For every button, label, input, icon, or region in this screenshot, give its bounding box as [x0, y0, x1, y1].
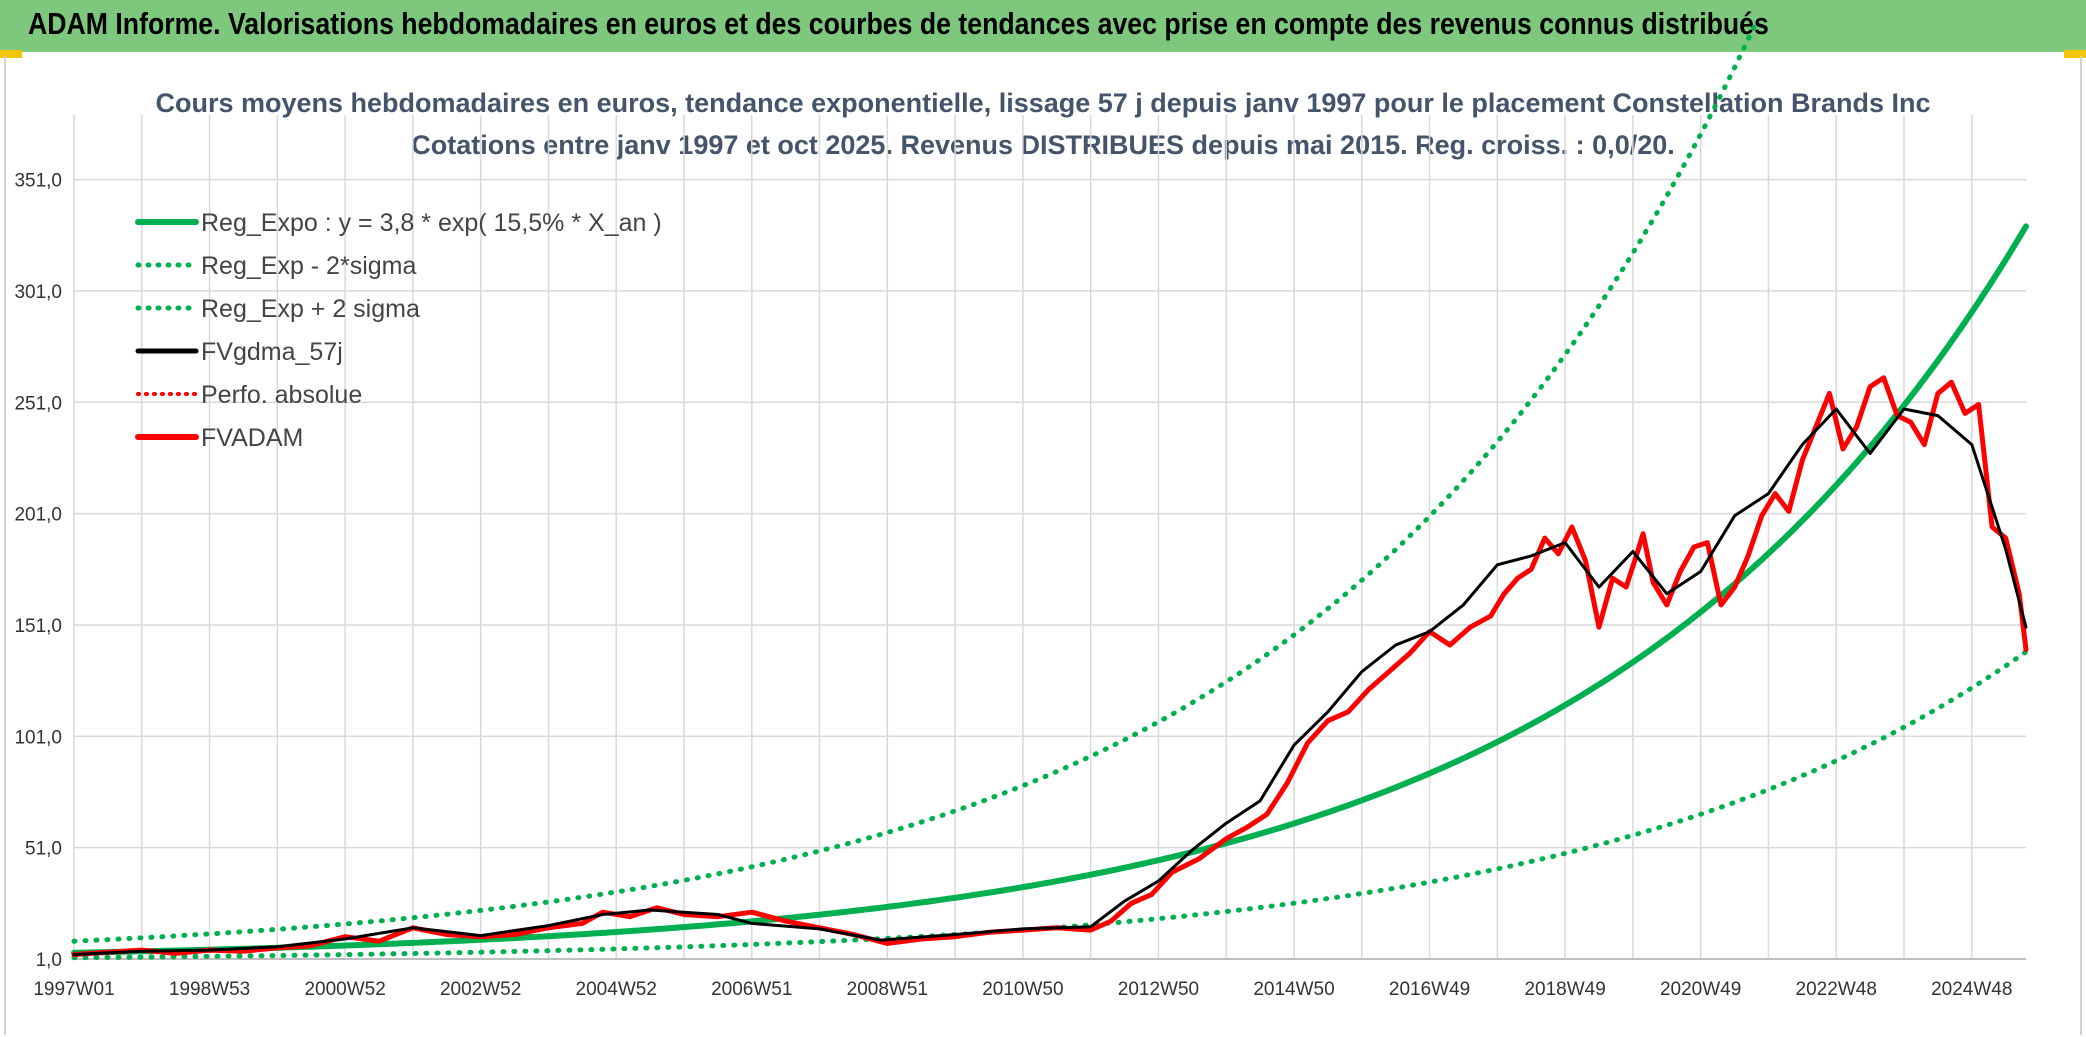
x-tick-label: 2008W51: [847, 979, 928, 1000]
y-axis-ticks: 1,0 51,0 101,0 151,0 201,0 251,0 301,0 351,0: [14, 171, 62, 971]
y-tick-label: 201,0: [14, 505, 62, 526]
page-title: ADAM Informe. Valorisations hebdomadaire…: [28, 6, 1769, 41]
x-tick-label: 2016W49: [1389, 979, 1470, 1000]
x-tick-label: 2018W49: [1524, 979, 1605, 1000]
series-reg-expo: [71, 223, 2029, 956]
y-tick-label: 301,0: [14, 282, 62, 303]
legend-label: FVADAM: [201, 424, 303, 452]
legend-label: Reg_Exp + 2 sigma: [201, 295, 420, 323]
chart-subtitle: Cotations entre janv 1997 et oct 2025. R…: [411, 130, 1675, 160]
title-bar-accent-right: [2064, 50, 2086, 58]
x-tick-label: 2000W52: [304, 979, 385, 1000]
x-tick-label: 1997W01: [33, 979, 114, 1000]
y-tick-label: 251,0: [14, 393, 62, 414]
x-tick-label: 2022W48: [1796, 979, 1877, 1000]
y-tick-label: 351,0: [14, 171, 62, 192]
x-tick-label: 2024W48: [1931, 979, 2012, 1000]
y-tick-label: 1,0: [36, 950, 62, 971]
title-bar: ADAM Informe. Valorisations hebdomadaire…: [0, 0, 2086, 52]
series-fvadam: [71, 375, 2029, 957]
y-tick-label: 101,0: [14, 727, 62, 748]
legend-label: Reg_Exp - 2*sigma: [201, 252, 416, 280]
x-tick-label: 2004W52: [576, 979, 657, 1000]
series-lines: [71, 22, 2029, 961]
x-tick-label: 1998W53: [169, 979, 250, 1000]
legend-label: FVgdma_57j: [201, 338, 343, 366]
x-tick-label: 2010W50: [982, 979, 1063, 1000]
chart-frame: [4, 56, 2082, 1035]
x-tick-label: 2014W50: [1253, 979, 1334, 1000]
series-reg-exp-2-sigma: [71, 22, 1758, 944]
grid-lines: [73, 115, 2026, 960]
y-tick-label: 151,0: [14, 616, 62, 637]
x-axis-ticks: 1997W01 1998W53 2000W52 2002W52 2004W52 2006W…: [33, 979, 2012, 1000]
series-reg-exp-2-sigma: [71, 649, 2029, 961]
legend-label: Reg_Expo : y = 3,8 * exp( 15,5% * X_an ): [201, 209, 662, 237]
y-tick-label: 51,0: [25, 839, 62, 860]
series-fvgdma-57j: [72, 407, 2028, 956]
x-tick-label: 2020W49: [1660, 979, 1741, 1000]
chart-title: Cours moyens hebdomadaires en euros, ten…: [155, 88, 1930, 118]
x-tick-label: 2006W51: [711, 979, 792, 1000]
chart-legend: Reg_Expo : y = 3,8 * exp( 15,5% * X_an )…: [135, 209, 662, 452]
x-tick-label: 2012W50: [1118, 979, 1199, 1000]
legend-label: Perfo. absolue: [201, 381, 362, 409]
title-bar-accent-left: [0, 50, 22, 58]
x-tick-label: 2002W52: [440, 979, 521, 1000]
